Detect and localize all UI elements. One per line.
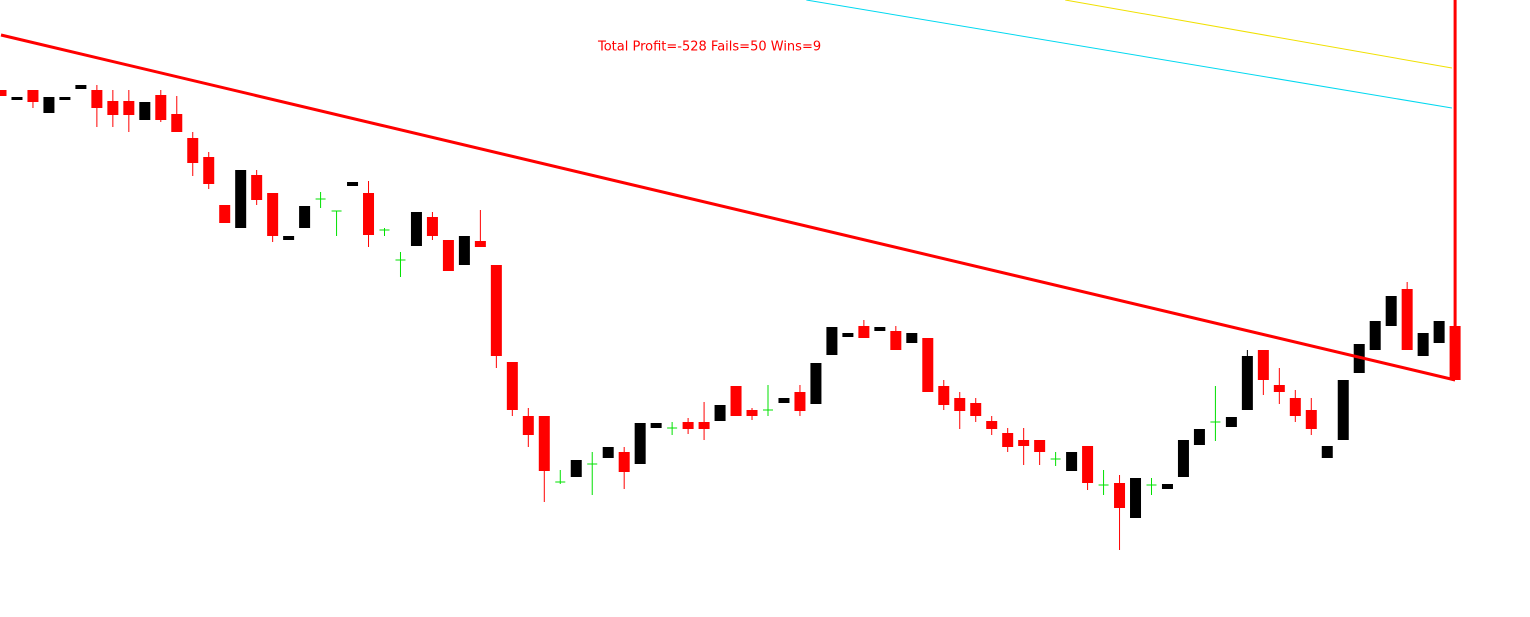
candle-body xyxy=(1273,385,1285,392)
candle-body xyxy=(1305,410,1317,429)
candle-body xyxy=(522,416,534,435)
indicator-line xyxy=(1065,0,1452,69)
candle-body xyxy=(458,236,470,265)
candle-body xyxy=(1177,440,1189,477)
candle-body xyxy=(1002,433,1014,447)
candle-body xyxy=(826,327,838,355)
candle-body xyxy=(938,386,950,405)
candle-body xyxy=(778,398,790,403)
candle-body xyxy=(91,90,103,108)
candle-body xyxy=(1018,440,1030,446)
candle-body xyxy=(1417,333,1429,356)
candle-body xyxy=(203,157,215,184)
candle-body xyxy=(1034,440,1046,452)
candle-body xyxy=(1082,446,1094,483)
candle-body xyxy=(363,193,375,235)
candle-body xyxy=(1241,356,1253,410)
candle-body xyxy=(794,392,806,411)
annotation: Total Profit=-528 Fails=50 Wins=9 xyxy=(597,40,821,55)
candle-body xyxy=(602,447,614,458)
candle-body xyxy=(474,241,486,247)
candle-body xyxy=(235,170,247,228)
candle-body xyxy=(0,90,7,96)
indicator-line xyxy=(0,33,1456,382)
candle-body xyxy=(650,423,662,428)
candle-body xyxy=(1066,452,1078,471)
candle-body xyxy=(1161,484,1173,489)
candle-body xyxy=(410,212,422,246)
candle-body xyxy=(874,327,886,331)
candle-body xyxy=(1225,417,1237,427)
candle-body xyxy=(1401,289,1413,350)
candle-body xyxy=(251,175,263,200)
candle-body xyxy=(922,338,934,392)
candle-body xyxy=(299,206,311,228)
candle-body xyxy=(11,97,23,100)
candle-body xyxy=(970,403,982,416)
candle-body xyxy=(890,331,902,350)
candle-body xyxy=(634,423,646,464)
candle-body xyxy=(986,421,998,429)
candle-body xyxy=(1130,478,1142,518)
candle-body xyxy=(1337,380,1349,440)
candle-body xyxy=(123,101,135,115)
candle-body xyxy=(1257,350,1269,380)
candle-body xyxy=(1289,398,1301,416)
candle-body xyxy=(714,405,726,421)
candle-body xyxy=(746,410,758,416)
candle-body xyxy=(618,452,630,472)
candle-body xyxy=(810,363,822,404)
candle-body xyxy=(75,85,87,89)
candle-body xyxy=(682,422,694,429)
candle-body xyxy=(442,240,454,271)
candle-body xyxy=(570,460,582,477)
candle-body xyxy=(219,205,231,223)
candle-body xyxy=(1385,296,1397,326)
indicator-line xyxy=(806,0,1452,109)
candle-body xyxy=(187,138,199,163)
candle-body xyxy=(283,236,295,240)
candle-body xyxy=(538,416,550,471)
candle-body xyxy=(1369,321,1381,350)
candle-body xyxy=(858,326,870,338)
candle-body xyxy=(59,97,71,100)
candle-body xyxy=(43,97,55,113)
candle-body xyxy=(139,102,151,120)
candle-body xyxy=(1114,483,1126,508)
candle-body xyxy=(842,333,854,337)
candle-body xyxy=(730,386,742,416)
candle-body xyxy=(1321,446,1333,458)
candle-body xyxy=(267,193,279,236)
candle-body xyxy=(171,114,183,132)
candle-body xyxy=(954,398,966,411)
candle-body xyxy=(698,422,710,429)
candle-body xyxy=(155,95,167,120)
candle-body xyxy=(27,90,39,102)
candle-body xyxy=(107,101,119,115)
candle-body xyxy=(906,333,918,343)
candle-body xyxy=(347,182,359,186)
candle-body xyxy=(1193,429,1205,445)
candle-body xyxy=(1433,321,1445,343)
candle-body xyxy=(426,217,438,236)
candle-body xyxy=(490,265,502,356)
candle-body xyxy=(506,362,518,410)
